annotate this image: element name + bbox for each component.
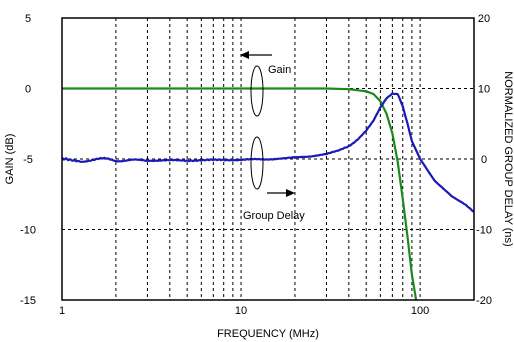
group-delay-annotation: Group Delay [243,210,305,222]
y2-tick-label: 20 [478,13,490,25]
x-axis-label: FREQUENCY (MHz) [217,328,319,340]
grid-layer [62,18,474,300]
group-delay-series-line [61,92,475,213]
y2-tick-label: -10 [476,225,492,237]
y2-axis-label: NORMALIZED GROUP DELAY (ns) [502,71,514,246]
x-tick-label: 10 [235,305,247,317]
y-tick-label: -15 [20,295,36,307]
y-tick-label: 5 [25,13,31,25]
x-tick-label: 100 [411,305,429,317]
group-delay-arrowhead-icon [286,189,295,197]
y2-tick-label: 10 [478,84,490,96]
gain-callout-ellipse [250,65,264,117]
plot-frame [61,17,475,301]
gain-arrowhead-icon [240,51,249,59]
group-delay-callout-ellipse [250,136,264,190]
y-tick-label: -10 [20,225,36,237]
y-tick-label: -5 [23,154,33,166]
annotation-layer: Gain Group Delay [240,51,305,222]
x-tick-label: 1 [59,305,65,317]
gain-annotation: Gain [268,64,291,76]
y-tick-label: 0 [25,84,31,96]
y2-tick-label: 0 [481,154,487,166]
gain-series-line [62,87,418,301]
series-layer [61,87,475,301]
y2-tick-label: -20 [476,295,492,307]
y-axis-label: GAIN (dB) [4,134,16,185]
